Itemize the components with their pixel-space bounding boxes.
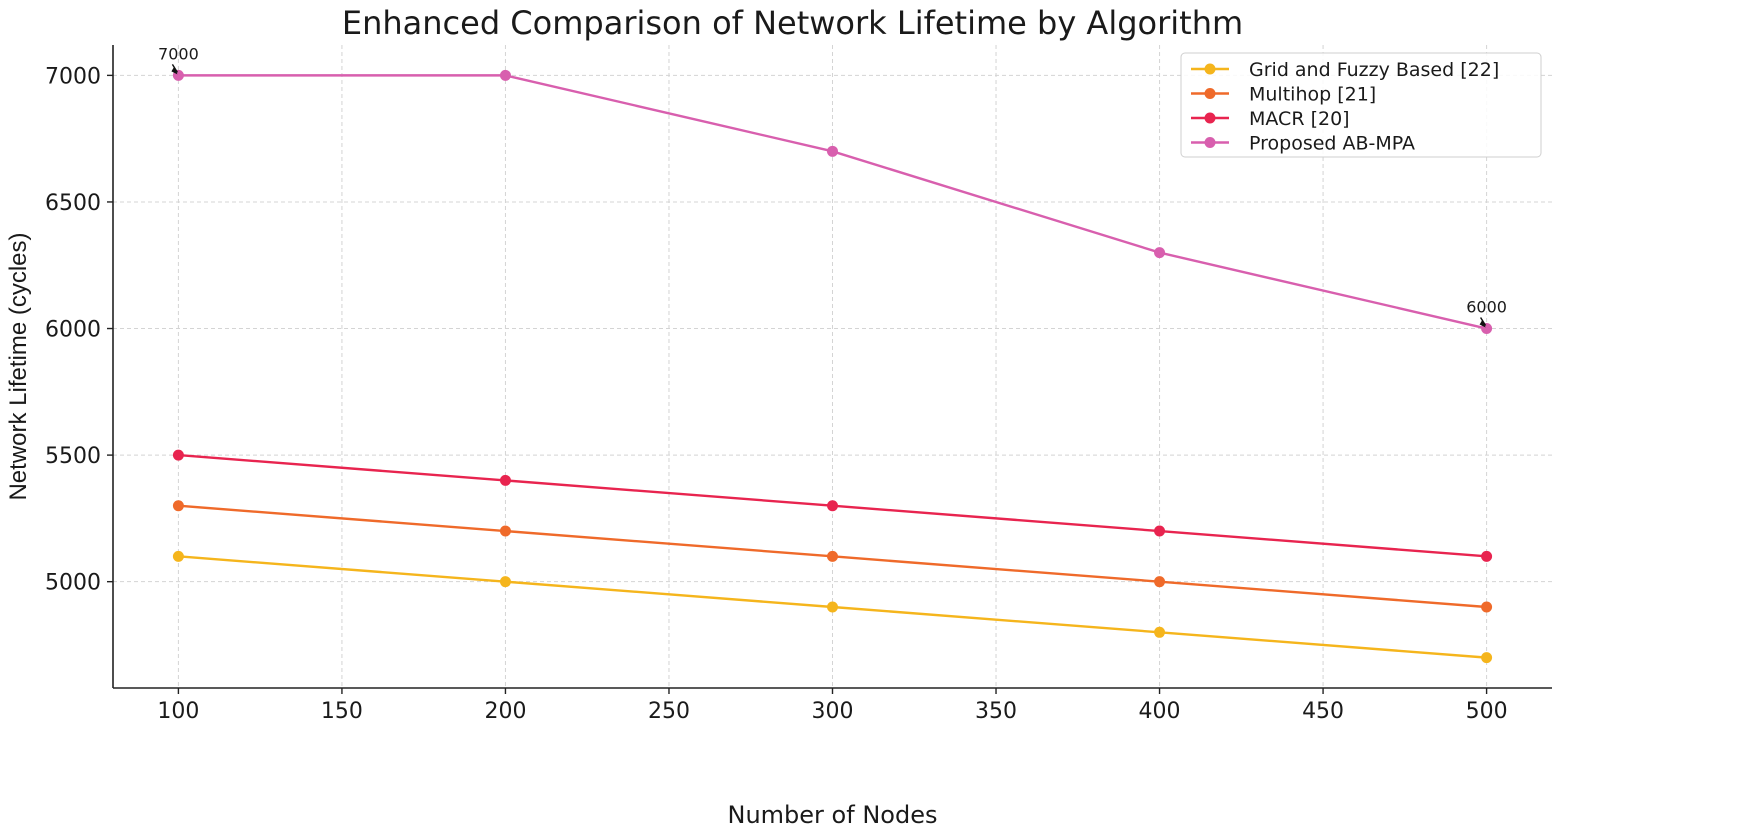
y-tick-label: 5000: [45, 571, 101, 596]
series-multihop-21: [172, 500, 1493, 613]
data-point: [827, 601, 838, 613]
data-point: [1481, 652, 1493, 664]
data-point: [827, 550, 838, 562]
chart-title: Enhanced Comparison of Network Lifetime …: [342, 4, 1243, 42]
x-tick-label: 200: [484, 699, 526, 724]
data-point: [172, 449, 184, 461]
data-point: [1481, 550, 1493, 562]
legend-entry: Proposed AB-MPA: [1191, 133, 1415, 155]
annotation: 7000: [158, 44, 199, 75]
data-point: [499, 576, 511, 588]
data-point: [1481, 601, 1493, 613]
x-axis-title: Number of Nodes: [728, 801, 938, 829]
data-point: [172, 500, 184, 512]
series-macr-20: [172, 449, 1493, 562]
data-point: [1154, 525, 1166, 537]
legend-entry: Multihop [21]: [1191, 84, 1376, 106]
y-tick-label: 7000: [45, 64, 101, 89]
x-tick-label: 350: [975, 699, 1017, 724]
x-ticks: 100 150 200 250 300 350 400 450 500: [157, 688, 1508, 724]
legend-swatch-marker: [1204, 137, 1216, 148]
y-ticks: 5000 5500 6000 6500 7000: [45, 64, 113, 596]
legend-label: Multihop [21]: [1249, 84, 1376, 106]
x-tick-label: 400: [1139, 699, 1181, 724]
x-tick-label: 250: [648, 699, 690, 724]
legend-swatch-marker: [1204, 88, 1216, 99]
data-point: [172, 550, 184, 562]
data-point: [499, 525, 511, 537]
annotations: 7000 6000: [158, 44, 1507, 328]
x-tick-label: 450: [1302, 699, 1344, 724]
annotation-arrowhead: [1479, 319, 1486, 328]
legend-entry: Grid and Fuzzy Based [22]: [1191, 59, 1499, 81]
data-point: [499, 69, 511, 81]
legend-box: [1180, 52, 1542, 158]
annotation-label: 7000: [158, 44, 199, 63]
data-point: [1154, 626, 1166, 638]
legend-label: Proposed AB-MPA: [1249, 133, 1415, 155]
x-tick-label: 300: [812, 699, 854, 724]
legend-swatch-marker: [1204, 112, 1216, 124]
data-point: [827, 500, 838, 512]
legend-swatch-marker: [1204, 63, 1216, 75]
data-point: [1154, 247, 1166, 259]
annotation-label: 6000: [1466, 298, 1507, 317]
y-tick-label: 6500: [45, 191, 101, 216]
x-tick-label: 100: [157, 699, 199, 724]
legend-label: MACR [20]: [1249, 108, 1350, 130]
y-tick-label: 6000: [45, 318, 101, 343]
y-axis-title: Network Lifetime (cycles): [5, 232, 32, 500]
legend-entry: MACR [20]: [1191, 108, 1350, 130]
x-tick-label: 150: [321, 699, 363, 724]
legend-label: Grid and Fuzzy Based [22]: [1249, 59, 1499, 81]
series-group: [172, 69, 1493, 664]
data-point: [827, 145, 838, 157]
series-grid-and-fuzzy-based-22: [172, 550, 1493, 664]
series-proposed-ab-mpa: [172, 69, 1493, 335]
x-tick-label: 500: [1466, 699, 1508, 724]
annotation: 6000: [1466, 298, 1507, 328]
legend: Grid and Fuzzy Based [22] Multihop [21]MA…: [1180, 52, 1542, 158]
annotation-arrowhead: [171, 66, 178, 75]
y-tick-label: 5500: [45, 444, 101, 469]
data-point: [499, 474, 511, 486]
data-point: [1154, 576, 1166, 588]
